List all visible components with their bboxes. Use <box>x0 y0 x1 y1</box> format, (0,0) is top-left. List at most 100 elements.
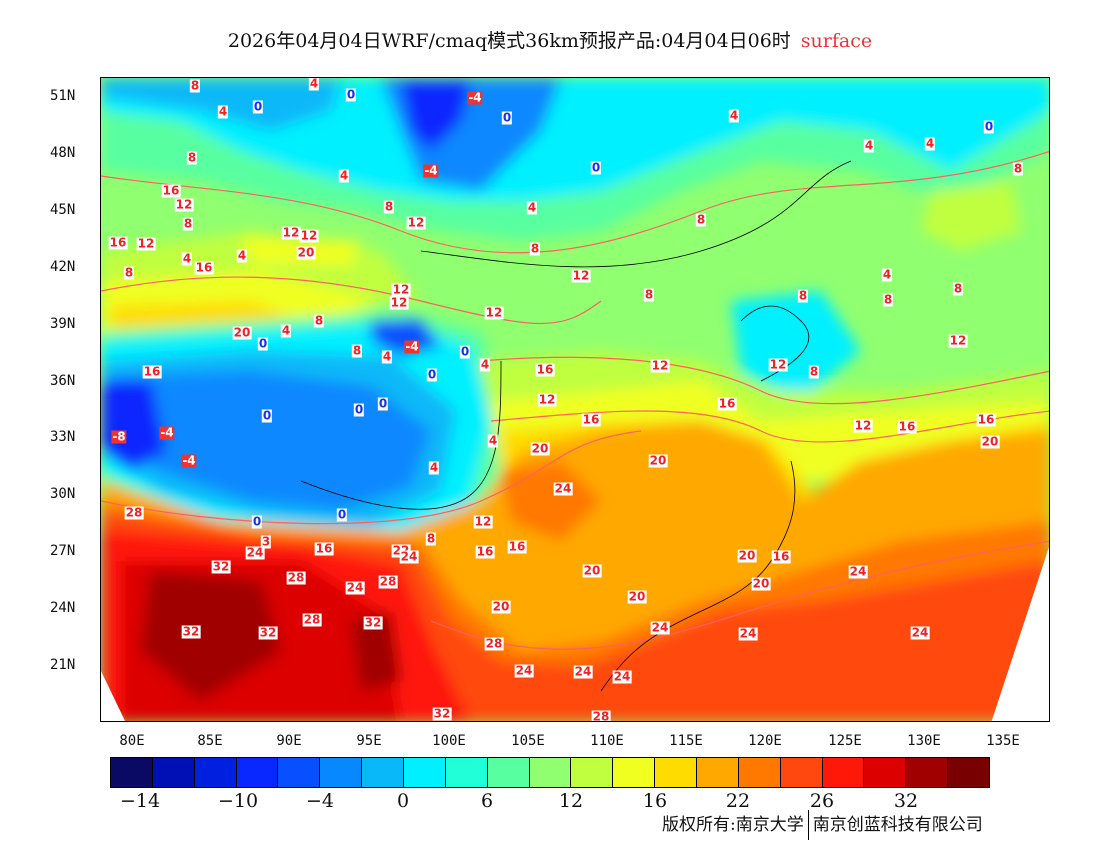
contour-label: 32 <box>258 625 278 640</box>
lon-label: 95E <box>356 733 382 749</box>
contour-label: 16 <box>535 362 555 377</box>
contour-label: 4 <box>924 136 936 151</box>
contour-label: 8 <box>189 78 201 93</box>
contour-label: 3 <box>260 534 272 549</box>
contour-label: -4 <box>181 453 197 468</box>
lat-label: 24N <box>50 600 76 616</box>
temperature-field <box>101 78 1049 721</box>
contour-label: 28 <box>124 505 144 520</box>
contour-label: 12 <box>473 514 493 529</box>
colorbar-tick-label: −4 <box>305 790 335 812</box>
colorbar-swatch <box>738 758 781 787</box>
colorbar-swatch <box>655 758 698 787</box>
contour-label: 12 <box>406 215 426 230</box>
contour-label: -4 <box>159 425 175 440</box>
contour-label: 12 <box>650 358 670 373</box>
contour-label: 8 <box>695 212 707 227</box>
contour-label: 16 <box>161 183 181 198</box>
colorbar-swatch <box>194 758 237 787</box>
lon-label: 100E <box>432 733 466 749</box>
contour-label: 24 <box>848 564 868 579</box>
contour-label: 20 <box>530 441 550 456</box>
contour-label: 20 <box>491 599 511 614</box>
contour-label: 16 <box>897 419 917 434</box>
contour-label: 0 <box>353 402 365 417</box>
contour-label: 12 <box>768 357 788 372</box>
copyright-divider <box>807 810 809 840</box>
contour-label: 16 <box>142 364 162 379</box>
contour-label: 20 <box>296 245 316 260</box>
contour-label: 4 <box>728 108 740 123</box>
contour-label: 16 <box>581 412 601 427</box>
copyright: 版权所有:南京大学 南京创蓝科技有限公司 <box>662 810 983 840</box>
lat-label: 30N <box>50 486 76 502</box>
contour-label: 0 <box>590 160 602 175</box>
lon-label: 90E <box>276 733 302 749</box>
colorbar-swatch <box>529 758 572 787</box>
copyright-left: 版权所有:南京大学 <box>662 815 804 835</box>
contour-label: 12 <box>389 295 409 310</box>
colorbar-swatch <box>362 758 405 787</box>
lon-label: 80E <box>119 733 145 749</box>
contour-label: 4 <box>487 433 499 448</box>
contour-label: 8 <box>882 292 894 307</box>
contour-label: 12 <box>391 282 411 297</box>
contour-label: 8 <box>383 199 395 214</box>
copyright-right: 南京创蓝科技有限公司 <box>812 815 983 835</box>
contour-label: 28 <box>591 709 611 722</box>
contour-label: 16 <box>507 539 527 554</box>
contour-label: 32 <box>363 615 383 630</box>
contour-label: 16 <box>314 541 334 556</box>
contour-label: -4 <box>467 90 483 105</box>
level-label: surface <box>800 30 873 52</box>
contour-label: 0 <box>261 408 273 423</box>
contour-label: 4 <box>863 138 875 153</box>
contour-label: 16 <box>771 549 791 564</box>
contour-label: 24 <box>399 549 419 564</box>
contour-label: 20 <box>980 434 1000 449</box>
contour-label: 24 <box>514 663 534 678</box>
contour-label: 16 <box>976 412 996 427</box>
contour-label: 16 <box>194 260 214 275</box>
lat-label: 36N <box>50 373 76 389</box>
colorbar-swatch <box>487 758 530 787</box>
contour-label: 4 <box>181 251 193 266</box>
colorbar-swatch <box>780 758 823 787</box>
colorbar-tick-label: 22 <box>725 790 751 812</box>
contour-label: 0 <box>336 507 348 522</box>
colorbar-tick-label: 12 <box>558 790 584 812</box>
contour-label: 0 <box>257 336 269 351</box>
colorbar-tick-label: 26 <box>809 790 835 812</box>
colorbar-swatch <box>278 758 321 787</box>
colorbar-swatch <box>236 758 279 787</box>
contour-label: 20 <box>737 548 757 563</box>
contour-label: 24 <box>245 545 265 560</box>
contour-label: 12 <box>174 197 194 212</box>
contour-label: 0 <box>345 87 357 102</box>
contour-label: 8 <box>797 288 809 303</box>
contour-label: 8 <box>529 241 541 256</box>
contour-label: 20 <box>648 453 668 468</box>
contour-label: 12 <box>571 268 591 283</box>
lon-label: 85E <box>197 733 223 749</box>
contour-label: 24 <box>553 481 573 496</box>
contour-label: 4 <box>479 357 491 372</box>
contour-label: 0 <box>252 99 264 114</box>
lat-label: 39N <box>50 316 76 332</box>
contour-label: 24 <box>345 580 365 595</box>
contour-label: 12 <box>853 418 873 433</box>
title-text: 2026年04月04日WRF/cmaq模式36km预报产品:04月04日06时 <box>227 30 791 52</box>
contour-label: 28 <box>286 570 306 585</box>
contour-label: 4 <box>236 248 248 263</box>
colorbar-swatch <box>152 758 195 787</box>
contour-label: 0 <box>501 110 513 125</box>
colorbar-swatch <box>404 758 446 787</box>
contour-label: 0 <box>983 119 995 134</box>
colorbar-tick-label: −10 <box>217 790 259 812</box>
contour-label: 4 <box>338 168 350 183</box>
colorbar-swatch <box>320 758 363 787</box>
contour-label: 8 <box>186 150 198 165</box>
contour-label: 24 <box>910 625 930 640</box>
contour-label: 20 <box>582 563 602 578</box>
contour-label: 4 <box>308 77 320 91</box>
